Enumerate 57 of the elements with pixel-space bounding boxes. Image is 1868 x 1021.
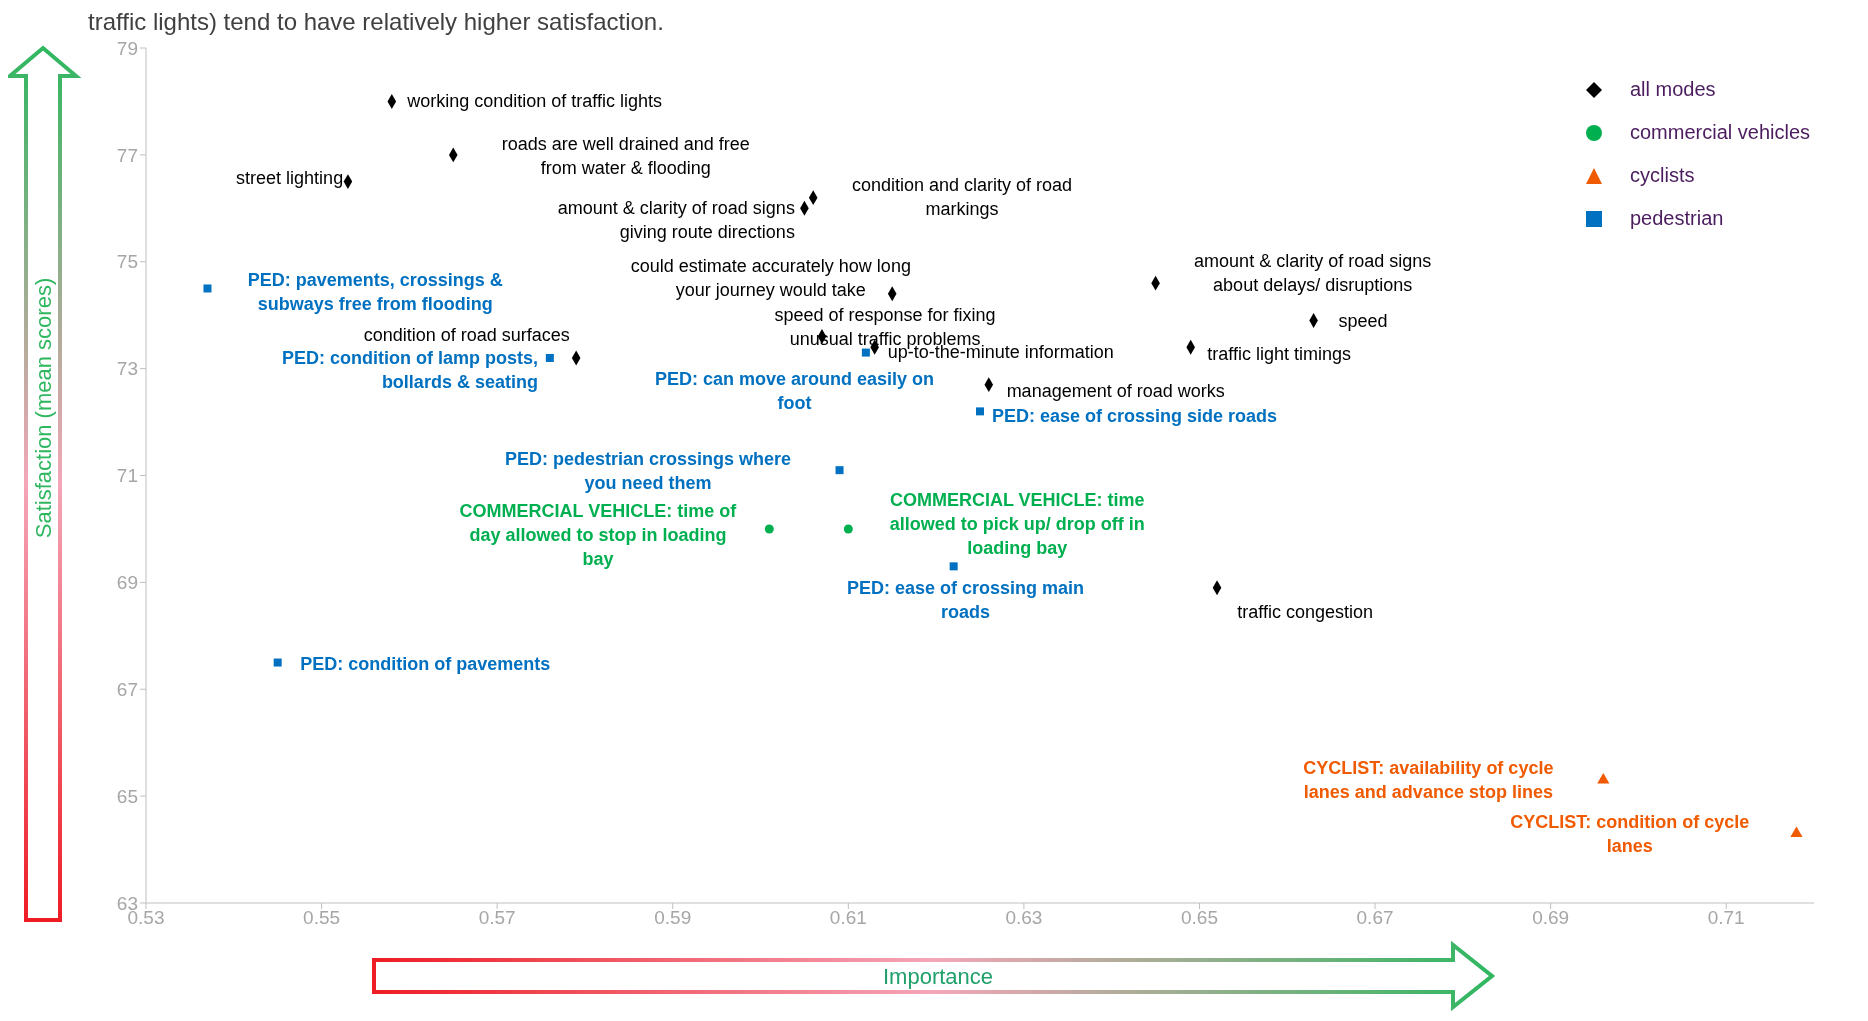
y-tick-label: 69 (116, 572, 138, 594)
annotation: PED: pavements, crossings & subways free from flooding (247, 270, 503, 315)
annotation: CYCLIST: condition of cycle lanes (1510, 811, 1750, 856)
x-tick-label: 0.61 (829, 907, 867, 929)
annotation: traffic light timings (1207, 344, 1352, 365)
legend-label: pedestrian (1630, 207, 1724, 230)
legend-label: cyclists (1630, 164, 1695, 187)
annotation: PED: can move around easily on foot (654, 368, 935, 413)
point (861, 348, 870, 357)
x-tick-label: 0.67 (1356, 907, 1394, 929)
y-tick-label: 79 (116, 37, 138, 59)
y-tick-label: 71 (116, 465, 138, 487)
y-tick-label: 75 (116, 251, 138, 273)
x-axis-title: Importance (882, 963, 994, 989)
point (843, 524, 853, 534)
annotation: PED: pedestrian crossings where you need them (504, 449, 791, 494)
point (949, 562, 958, 571)
annotation: traffic congestion (1237, 601, 1374, 622)
x-tick-label: 0.55 (303, 907, 341, 929)
annotation: COMMERCIAL VEHICLE: time of day allowed to stop in loading bay (459, 501, 738, 570)
annotation: amount & clarity of road signs about delays/ disruptions (1194, 250, 1432, 295)
y-axis-title: Satisfaction (mean scores) (30, 277, 56, 539)
x-tick-label: 0.63 (1005, 907, 1043, 929)
point (1790, 826, 1803, 838)
chart-title: traffic lights) tend to have relatively higher satisfaction. (88, 8, 664, 36)
annotation: roads are well drained and free from water & flooding (501, 134, 750, 179)
annotation: amount & clarity of road signs giving route directions (557, 198, 795, 243)
point (835, 466, 844, 475)
annotation: condition and clarity of road markings (851, 174, 1073, 219)
legend-label: all modes (1630, 78, 1716, 101)
point (273, 658, 282, 667)
annotation: PED: ease of crossing side roads (991, 406, 1278, 427)
legend-label: commercial vehicles (1630, 121, 1811, 144)
annotation: speed (1338, 310, 1388, 331)
annotation: CYCLIST: availability of cycle lanes and advance stop lines (1303, 758, 1554, 803)
point (203, 284, 212, 293)
x-tick-label: 0.59 (654, 907, 692, 929)
point (976, 407, 984, 416)
annotation: working condition of traffic lights (406, 91, 663, 112)
annotation: COMMERCIAL VEHICLE: time allowed to pick up/ drop off in loading bay (889, 490, 1145, 559)
annotation: PED: condition of pavements (300, 653, 551, 674)
y-tick-label: 67 (116, 678, 138, 700)
annotation: management of road works (1006, 380, 1225, 401)
annotation: street lighting (236, 168, 344, 189)
point (764, 524, 774, 534)
annotation: PED: ease of crossing main roads (847, 577, 1085, 622)
y-tick-label: 73 (116, 358, 138, 380)
point (1597, 773, 1610, 784)
annotation: condition of road surfaces (363, 325, 570, 346)
y-tick-label: 77 (116, 144, 138, 166)
x-tick-label: 0.71 (1707, 907, 1745, 929)
point (545, 353, 554, 362)
x-tick-label: 0.69 (1532, 907, 1570, 929)
y-tick-label: 65 (116, 785, 138, 807)
x-tick-label: 0.65 (1180, 907, 1218, 929)
annotation: PED: condition of lamp posts, bollards & seating (281, 347, 538, 392)
x-tick-label: 0.57 (478, 907, 516, 929)
